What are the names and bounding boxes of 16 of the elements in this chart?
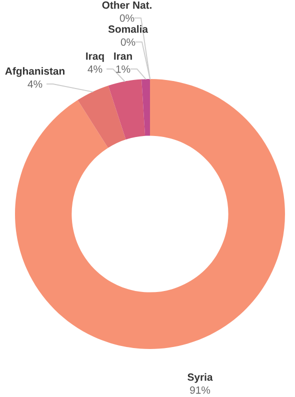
donut-slice	[108, 79, 146, 140]
donut-slice	[142, 79, 150, 136]
text: 0%	[120, 38, 136, 46]
data-label: 4%	[28, 80, 42, 88]
slice-label: Syria	[188, 373, 213, 383]
category-label: Somalia	[108, 25, 148, 33]
category-label: Other Nat.	[102, 1, 152, 9]
text: 0%	[120, 14, 134, 22]
data-label: 4%	[88, 65, 102, 73]
data-label: 1%	[116, 65, 130, 73]
donut-slice	[78, 86, 126, 148]
slice-label: Iran	[114, 52, 132, 60]
slice-label: Afghanistan	[5, 67, 64, 77]
donut-slice	[15, 79, 285, 349]
data-label: 91%	[190, 386, 210, 394]
slice-label: Iraq	[86, 52, 104, 62]
